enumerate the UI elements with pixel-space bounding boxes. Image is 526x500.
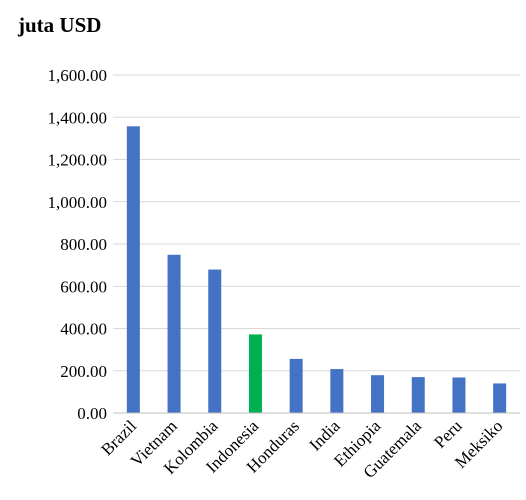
x-tick-label-peru: Peru [430, 416, 466, 452]
bar-ethiopia [371, 375, 385, 413]
y-tick-label: 0.00 [77, 404, 107, 423]
bar-india [330, 369, 344, 413]
bar-meksiko [493, 383, 507, 413]
bar-guatemala [411, 377, 425, 413]
bar-vietnam [167, 254, 181, 413]
y-tick-label: 400.00 [60, 320, 107, 339]
bar-brazil [126, 126, 140, 413]
bar-peru [452, 377, 466, 413]
y-tick-label: 1,600.00 [48, 66, 108, 85]
y-unit-label: juta USD [18, 13, 102, 37]
y-axis-ticks: 0.00 200.00 400.00 600.00 800.00 1,000.00 1,20… [48, 66, 108, 423]
y-tick-label: 1,400.00 [48, 108, 108, 127]
y-tick-label: 800.00 [60, 235, 107, 254]
y-tick-label: 1,200.00 [48, 151, 108, 170]
y-tick-label: 600.00 [60, 277, 107, 296]
bar-kolombia [208, 269, 222, 413]
bars [126, 126, 507, 413]
bar-indonesia [248, 334, 262, 413]
gridlines [113, 74, 520, 372]
y-tick-label: 200.00 [60, 362, 107, 381]
bar-honduras [289, 358, 303, 413]
y-tick-label: 1,000.00 [48, 193, 108, 212]
